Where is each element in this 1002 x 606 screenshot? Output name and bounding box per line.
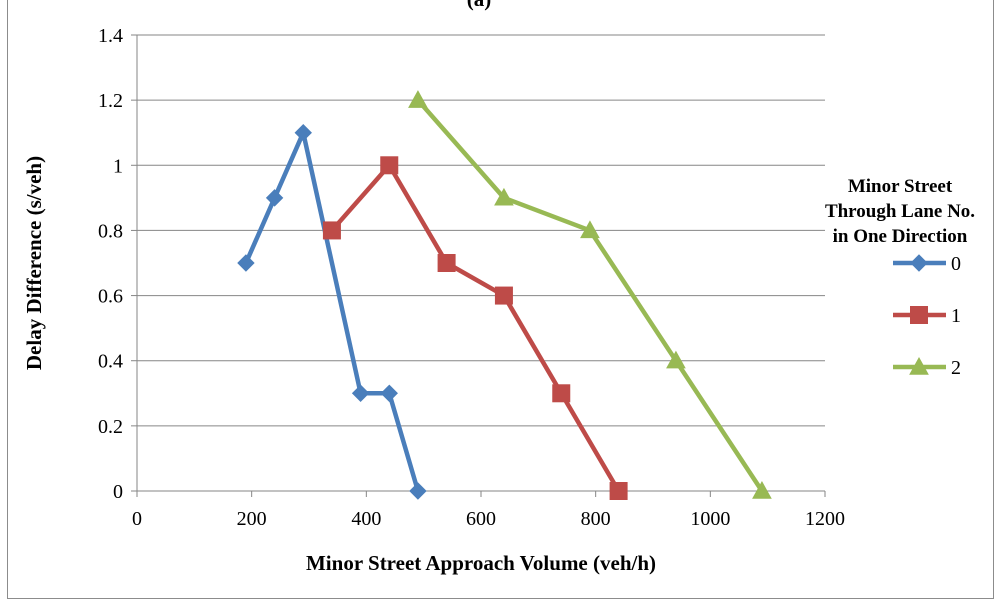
data-point-0 [380, 384, 398, 402]
legend-entry-0: 0 [893, 253, 961, 275]
series-0 [237, 124, 427, 500]
data-point-2 [408, 90, 428, 108]
data-point-1 [609, 482, 628, 500]
series-2 [408, 90, 772, 499]
chart-title: (a) [467, 0, 492, 11]
y-tick-label: 0 [113, 481, 123, 503]
x-tick-labels: 0 200 400 600 800 1000 1200 [132, 508, 845, 530]
series-line-1 [330, 163, 621, 493]
gridlines [137, 34, 825, 427]
y-tick-label: 1.4 [98, 25, 123, 47]
legend-marker [910, 254, 928, 272]
y-tick-label: 0.2 [98, 416, 123, 438]
y-tick-label: 1.2 [98, 90, 123, 112]
legend-title-line: Through Lane No. [825, 201, 975, 222]
data-point-1 [494, 286, 513, 305]
series-1 [322, 156, 628, 500]
data-point-0 [294, 124, 312, 142]
y-tick-label: 0.8 [98, 220, 123, 242]
y-tick-labels: 0 0.2 0.4 0.6 0.8 1 1.2 1.4 [98, 25, 123, 503]
data-point-0 [409, 482, 427, 500]
y-tick-label: 1 [113, 155, 123, 177]
legend-label: 1 [951, 305, 961, 327]
data-point-1 [322, 221, 341, 240]
data-point-2 [666, 350, 686, 369]
series-layer [237, 90, 772, 500]
series-line-0 [243, 130, 421, 492]
y-tick-label: 0.4 [98, 351, 123, 373]
x-axis-title: Minor Street Approach Volume (veh/h) [306, 551, 656, 575]
x-tick-label: 1000 [690, 508, 730, 530]
data-point-0 [351, 384, 370, 402]
legend-entry-2: 2 [893, 356, 961, 379]
legend-label: 2 [951, 357, 961, 379]
legend-title-line: Minor Street [848, 176, 953, 197]
x-tick-label: 200 [237, 508, 267, 530]
data-point-1 [552, 384, 571, 403]
x-tick-label: 600 [466, 508, 496, 530]
data-point-2 [494, 187, 514, 206]
y-tick-label: 0.6 [98, 286, 123, 308]
legend-title-line: in One Direction [833, 226, 968, 247]
legend-entry-1: 1 [893, 305, 961, 327]
data-point-1 [380, 156, 399, 175]
data-point-2 [580, 220, 600, 239]
x-tick-label: 0 [132, 508, 142, 530]
legend-marker [909, 356, 929, 375]
y-axis-title: Delay Difference (s/veh) [22, 156, 46, 370]
axes [131, 34, 826, 497]
data-point-1 [437, 254, 456, 272]
x-tick-label: 400 [351, 508, 381, 530]
x-tick-label: 1200 [805, 508, 845, 530]
data-point-0 [265, 189, 284, 207]
legend-marker [910, 306, 928, 324]
legend: Minor Street Through Lane No. in One Direc… [825, 176, 975, 379]
data-point-2 [752, 480, 772, 499]
legend-label: 0 [951, 253, 961, 275]
x-tick-label: 800 [581, 508, 611, 530]
data-point-0 [237, 254, 255, 272]
